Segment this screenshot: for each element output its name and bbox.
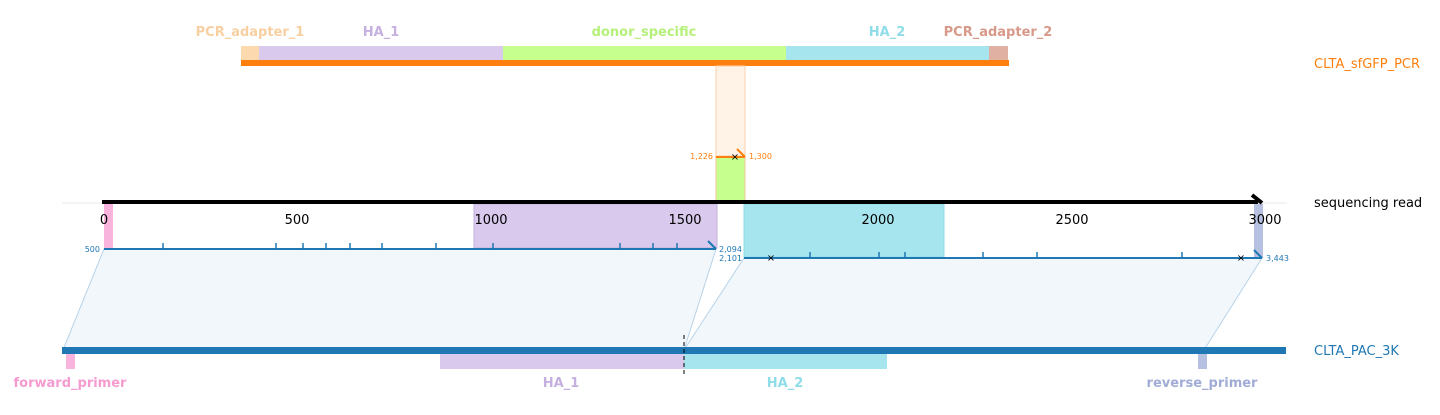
pcr-feature-label-donor-specific: donor_specific <box>592 25 697 40</box>
ref-feature-ha-1 <box>440 353 684 369</box>
pcr-alignment-arrowhead <box>736 148 746 158</box>
read-track: 0 500 1000 1500 2000 2500 3000 sequencin… <box>62 193 1422 258</box>
read-segment-2-end-label: 3,443 <box>1266 254 1289 263</box>
ref-feature-label-ha-1: HA_1 <box>543 376 580 391</box>
pcr-track: PCR_adapter_1 HA_1 donor_specific HA_2 P… <box>196 25 1420 72</box>
pcr-feature-pcr-adapter-2 <box>989 46 1008 61</box>
ref-feature-label-ha-2: HA_2 <box>767 376 804 391</box>
ref-feature-label-reverse-primer: reverse_primer <box>1147 376 1259 391</box>
read-segment-2-start-label: 2,101 <box>719 254 742 263</box>
read-shade-ha-2 <box>743 203 945 258</box>
pcr-feature-pcr-adapter-1 <box>241 46 259 61</box>
pcr-alignment-donor-block <box>715 156 746 203</box>
pcr-alignment-shade <box>715 65 746 157</box>
pcr-alignment-mismatch-icon: × <box>731 152 739 163</box>
pcr-alignment-end-label: 1,300 <box>749 152 772 161</box>
pcr-feature-label-pcr-adapter-2: PCR_adapter_2 <box>944 25 1053 40</box>
read-arrowhead <box>1250 193 1264 205</box>
alignment-band-1 <box>62 248 717 351</box>
read-axis-tick: 3000 <box>1248 213 1281 228</box>
pcr-backbone <box>241 60 1009 66</box>
pcr-feature-donor-specific <box>503 46 786 61</box>
read-segment-2-mismatch-icon: × <box>767 253 775 264</box>
ref-feature-label-forward-primer: forward_primer <box>14 376 128 391</box>
read-track-name: sequencing read <box>1314 196 1422 211</box>
read-segment-1-ticks <box>162 243 678 249</box>
read-shade-forward-primer <box>104 204 113 248</box>
read-axis-tick: 2000 <box>861 213 894 228</box>
ref-track: forward_primer HA_1 HA_2 reverse_primer … <box>14 335 1399 391</box>
pcr-feature-label-ha-2: HA_2 <box>869 25 906 40</box>
read-axis-tick: 1000 <box>474 213 507 228</box>
ref-feature-ha-2 <box>684 353 887 369</box>
read-segment-2-mismatch-icon: × <box>1237 253 1245 264</box>
pcr-feature-ha-1 <box>259 46 503 61</box>
pcr-track-name: CLTA_sfGFP_PCR <box>1314 57 1420 72</box>
read-axis-tick: 0 <box>100 213 108 228</box>
pcr-feature-label-pcr-adapter-1: PCR_adapter_1 <box>196 25 305 40</box>
pcr-feature-label-ha-1: HA_1 <box>363 25 400 40</box>
read-axis-tick: 2500 <box>1055 213 1088 228</box>
alignment-band-2 <box>683 257 1263 351</box>
read-ref-alignment: 500 2,094 × × 2,101 3,443 <box>62 240 1289 351</box>
read-segment-1-arrowhead <box>707 240 717 250</box>
read-axis-tick: 500 <box>285 213 310 228</box>
read-segment-1-end-label: 2,094 <box>719 245 742 254</box>
read-segment-1-start-label: 500 <box>85 245 100 254</box>
pcr-alignment-start-label: 1,226 <box>690 152 713 161</box>
ref-feature-forward-primer <box>66 353 75 369</box>
ref-track-name: CLTA_PAC_3K <box>1314 344 1399 359</box>
pcr-alignment: × 1,226 1,300 <box>690 65 772 203</box>
read-segment-2-arrowhead <box>1253 249 1263 259</box>
read-segment-2-ticks <box>809 252 1183 258</box>
read-shade-ha-1 <box>473 203 718 249</box>
read-axis-tick: 1500 <box>668 213 701 228</box>
pcr-feature-ha-2 <box>786 46 989 61</box>
ref-backbone <box>62 347 1286 354</box>
read-shade-reverse-primer <box>1254 204 1263 258</box>
ref-feature-reverse-primer <box>1198 353 1207 369</box>
